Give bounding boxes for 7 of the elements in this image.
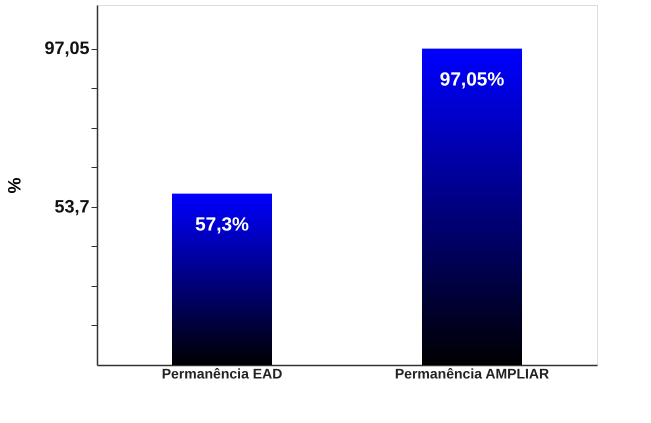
data-label: 57,3%: [195, 214, 250, 236]
data-label: 97,05%: [440, 70, 504, 91]
y-axis-title: %: [4, 177, 24, 194]
x-tick-label: Permanência EAD: [162, 366, 282, 382]
y-tick-label: 97,05: [44, 38, 90, 58]
x-tick-label: Permanência AMPLIAR: [394, 366, 550, 382]
y-tick-label: 53,7: [54, 196, 90, 216]
